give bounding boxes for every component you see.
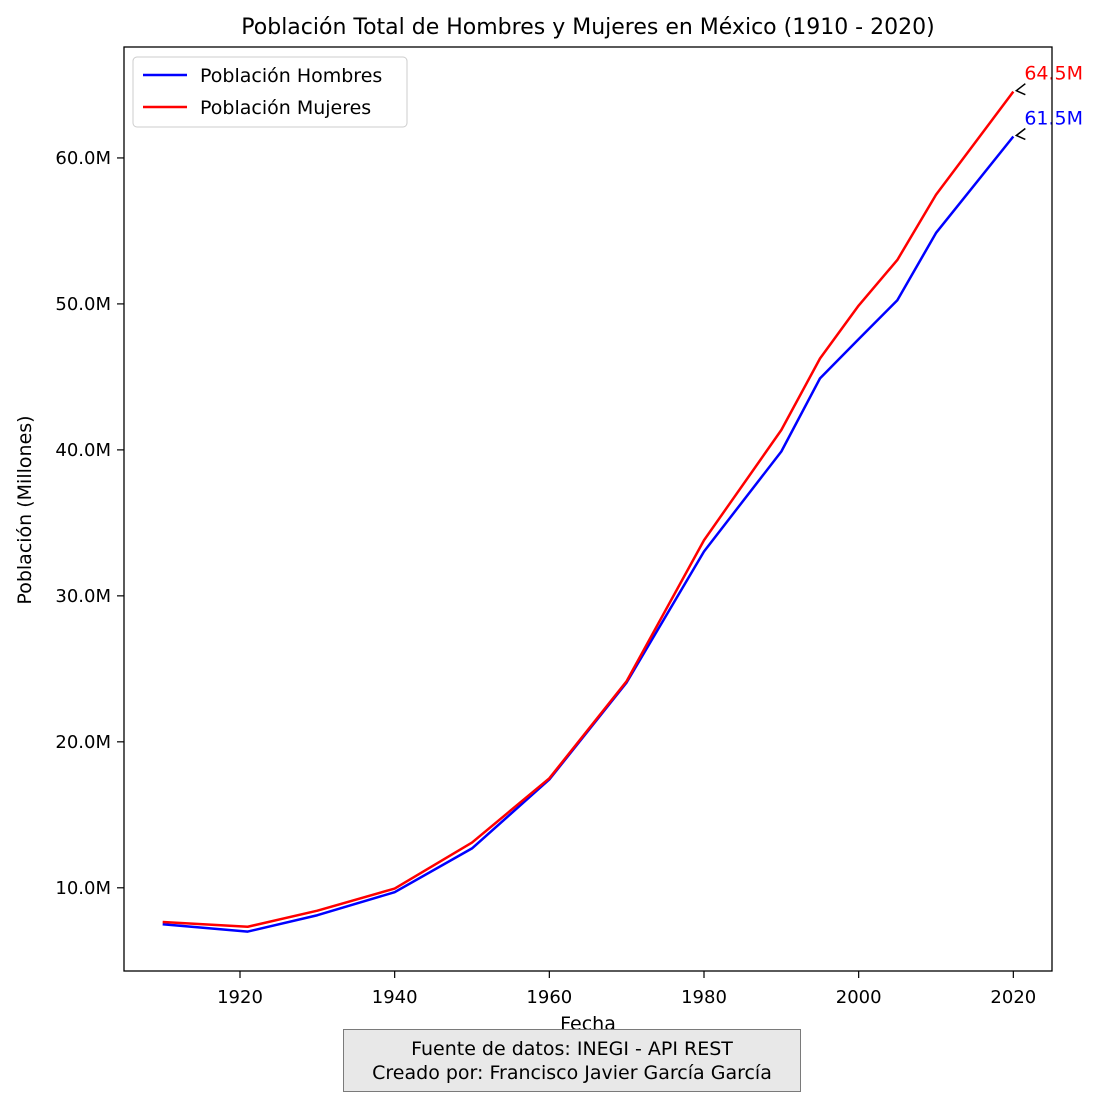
series-line-poblaci-n-mujeres bbox=[162, 90, 1015, 929]
caption-source-line: Fuente de datos: INEGI - API REST bbox=[411, 1038, 733, 1060]
y-tick-label: 50.0M bbox=[55, 294, 111, 315]
end-annotations: 61.5M 64.5M bbox=[1014, 63, 1083, 141]
y-tick-label: 30.0M bbox=[55, 586, 111, 607]
x-axis-label: Fecha bbox=[560, 1013, 616, 1030]
legend-box bbox=[132, 56, 408, 128]
y-tick-label: 40.0M bbox=[55, 440, 111, 461]
plot-frame bbox=[123, 46, 1053, 972]
legend-label-hombres: Población Hombres bbox=[200, 65, 382, 87]
x-tick-label: 2020 bbox=[990, 987, 1036, 1008]
end-value-label: 61.5M bbox=[1024, 107, 1083, 129]
legend-label-mujeres: Población Mujeres bbox=[200, 97, 371, 119]
legend: Población Hombres Población Mujeres bbox=[132, 56, 408, 128]
caption-author-line: Creado por: Francisco Javier García Garc… bbox=[372, 1062, 772, 1084]
end-value-label: 64.5M bbox=[1024, 63, 1083, 85]
x-tick-label: 1960 bbox=[526, 987, 572, 1008]
y-axis-label: Población (Millones) bbox=[14, 415, 36, 604]
y-axis-ticks: 10.0M 20.0M 30.0M 40.0M 50.0M 60.0M bbox=[55, 148, 124, 899]
x-tick-label: 1920 bbox=[217, 987, 263, 1008]
x-tick-label: 1980 bbox=[681, 987, 727, 1008]
x-axis-ticks: 1920 1940 1960 1980 2000 2020 bbox=[217, 971, 1036, 1008]
population-line-chart: Población Total de Hombres y Mujeres en … bbox=[14, 15, 1083, 1030]
series-line-poblaci-n-hombres bbox=[162, 135, 1015, 933]
y-tick-label: 60.0M bbox=[55, 148, 111, 169]
x-tick-label: 2000 bbox=[836, 987, 882, 1008]
x-tick-label: 1940 bbox=[372, 987, 418, 1008]
y-tick-label: 20.0M bbox=[55, 732, 111, 753]
series-layer bbox=[162, 90, 1015, 933]
annotation-arrow bbox=[1014, 83, 1026, 96]
chart-title: Población Total de Hombres y Mujeres en … bbox=[241, 15, 934, 40]
y-tick-label: 10.0M bbox=[55, 878, 111, 899]
data-source-caption: Fuente de datos: INEGI - API REST Creado… bbox=[343, 1029, 801, 1092]
annotation-arrow bbox=[1014, 127, 1026, 141]
